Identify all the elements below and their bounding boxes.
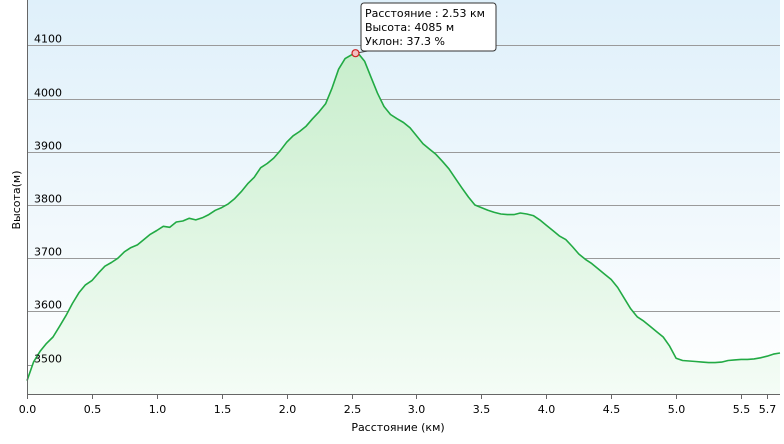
callout-altitude: Высота: 4085 м: [365, 21, 454, 34]
elevation-area: [27, 53, 780, 394]
axes: [27, 0, 780, 395]
x-axis-ticks: 0.0 0.5 1.0 1.5 2.0 2.5 3.0 3.5 4.0 4.5 5.0 5.5 5.7: [19, 394, 777, 416]
y-tick-label: 4100: [34, 33, 62, 46]
y-tick-label: 3600: [34, 299, 62, 312]
x-tick-label: 0.5: [84, 403, 102, 416]
y-axis-ticks: 3500 3600 3700 3800 3900 4000 4100: [34, 33, 62, 366]
x-tick-label: 5.5: [733, 403, 751, 416]
elevation-series: [26, 52, 781, 381]
x-tick-label: 4.5: [603, 403, 621, 416]
peak-marker[interactable]: [351, 49, 360, 58]
x-tick-label: 2.0: [279, 403, 297, 416]
x-tick-label: 0.0: [19, 403, 37, 416]
x-tick-label: 5.0: [668, 403, 686, 416]
x-tick-label: 1.5: [214, 403, 232, 416]
x-tick-label: 3.0: [408, 403, 426, 416]
x-tick-label: 2.5: [344, 403, 362, 416]
y-tick-label: 4000: [34, 87, 62, 100]
x-tick-label: 5.7: [759, 403, 777, 416]
x-axis-label: Расстояние (км): [351, 421, 444, 434]
callout-box: [360, 2, 497, 52]
callout-slope: Уклон: 37.3 %: [365, 35, 445, 48]
callout-distance: Расстояние : 2.53 км: [365, 7, 485, 20]
elevation-area-fill: [27, 53, 780, 394]
x-tick-label: 3.5: [473, 403, 491, 416]
y-tick-label: 3900: [34, 140, 62, 153]
y-tick-label: 3700: [34, 246, 62, 259]
y-tick-label: 3500: [34, 353, 62, 366]
peak-annotation: Расстояние : 2.53 км Высота: 4085 м Укло…: [351, 2, 497, 58]
x-tick-label: 1.0: [149, 403, 167, 416]
y-axis-label: Высота(м): [10, 170, 23, 229]
x-tick-label: 4.0: [538, 403, 556, 416]
y-tick-label: 3800: [34, 193, 62, 206]
elevation-line: [26, 52, 781, 381]
